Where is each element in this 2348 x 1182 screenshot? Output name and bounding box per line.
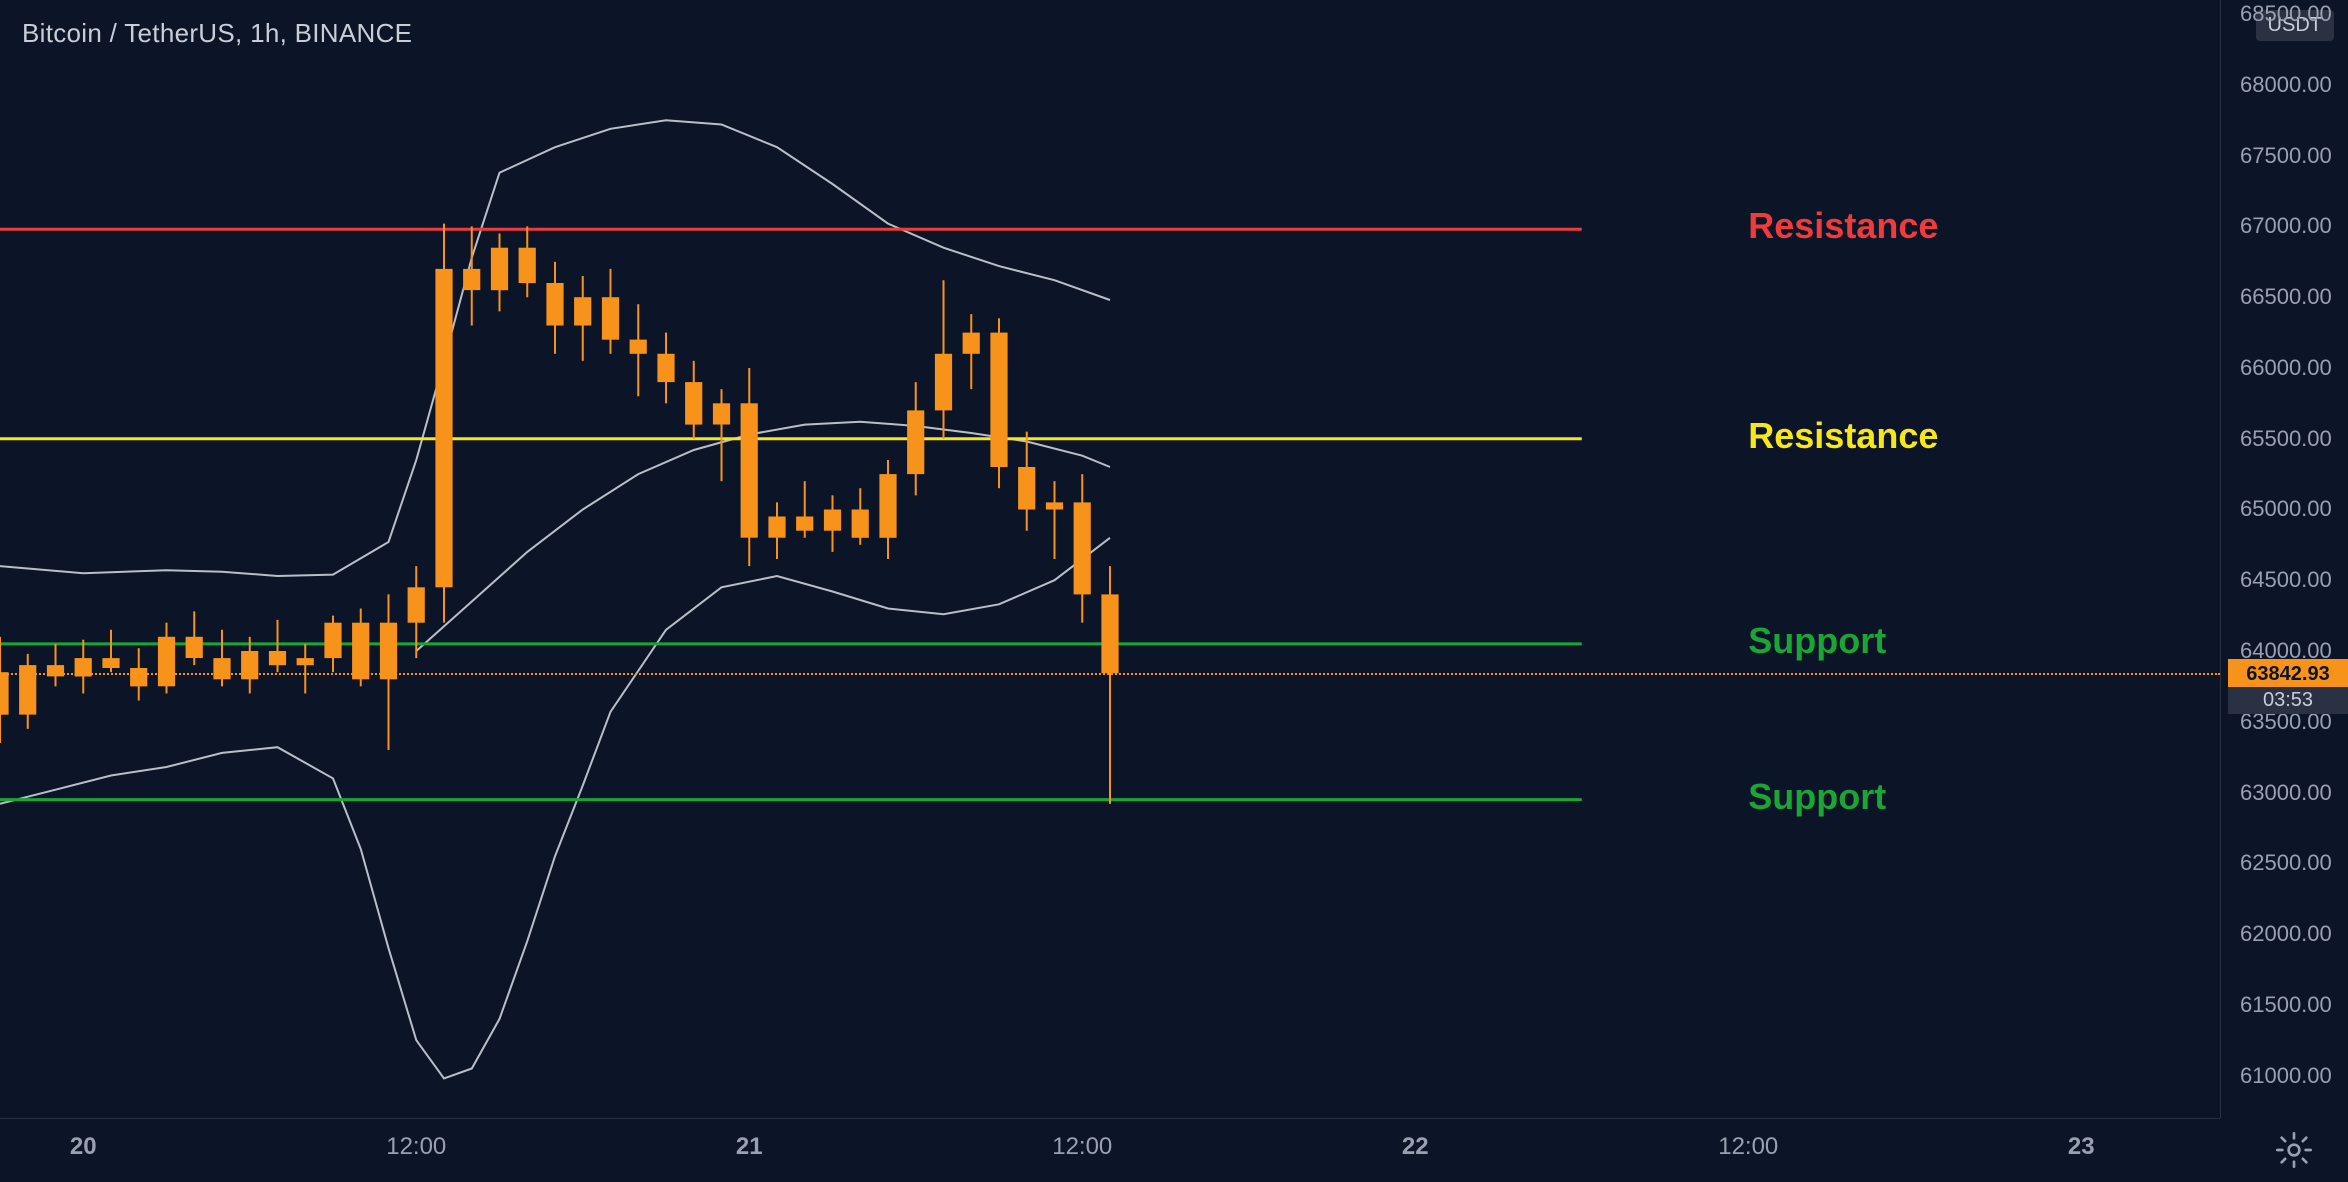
candle-body[interactable] [0,672,9,715]
candle-body[interactable] [546,283,563,326]
candle-body[interactable] [796,517,813,531]
price-tick: 62500.00 [2230,850,2348,876]
candle-body[interactable] [990,333,1007,467]
time-axis[interactable]: 20 12:00 21 12:00 22 12:00 23 [0,1118,2220,1182]
candle-body[interactable] [408,587,425,622]
countdown-tag: 03:53 [2228,687,2348,714]
time-tick: 22 [1402,1133,1429,1161]
candle-body[interactable] [879,474,896,538]
candle-body[interactable] [963,333,980,354]
candle-body[interactable] [1074,502,1091,594]
candle-body[interactable] [491,248,508,291]
price-tick: 61000.00 [2230,1063,2348,1089]
price-tick: 67500.00 [2230,143,2348,169]
candle-body[interactable] [380,623,397,680]
candle-body[interactable] [297,658,314,665]
current-price-line [0,673,2220,675]
resistance-label: Resistance [1748,205,1938,247]
candle-body[interactable] [324,623,341,658]
price-tick: 68000.00 [2230,72,2348,98]
price-tick: 67000.00 [2230,213,2348,239]
candle-body[interactable] [768,517,785,538]
price-axis[interactable]: USDT 68500.0068000.0067500.0067000.00665… [2220,0,2348,1118]
price-tick: 65500.00 [2230,426,2348,452]
axis-settings-icon[interactable] [2270,1130,2318,1170]
time-tick: 12:00 [386,1133,446,1161]
chart-root: Bitcoin / TetherUS, 1h, BINANCE Resistan… [0,0,2348,1182]
price-tick: 66500.00 [2230,284,2348,310]
time-tick: 12:00 [1718,1133,1778,1161]
candle-body[interactable] [657,354,674,382]
candle-body[interactable] [1101,594,1118,673]
price-tick: 62000.00 [2230,921,2348,947]
candle-body[interactable] [102,658,119,668]
price-tick: 65000.00 [2230,496,2348,522]
time-tick: 21 [736,1133,763,1161]
candle-body[interactable] [713,403,730,424]
candle-body[interactable] [269,651,286,665]
candle-body[interactable] [186,637,203,658]
candle-body[interactable] [741,403,758,537]
candle-body[interactable] [824,510,841,531]
candle-body[interactable] [463,269,480,290]
candle-body[interactable] [630,340,647,354]
candle-body[interactable] [1046,502,1063,509]
candle-body[interactable] [130,668,147,686]
bollinger-lower [0,538,1110,1079]
price-tick: 63000.00 [2230,780,2348,806]
price-tick: 64500.00 [2230,567,2348,593]
support-label: Support [1748,620,1886,662]
candle-body[interactable] [574,297,591,325]
resistance-label: Resistance [1748,415,1938,457]
candle-body[interactable] [213,658,230,679]
plot-svg [0,0,2220,1118]
candle-body[interactable] [352,623,369,680]
price-tick: 66000.00 [2230,355,2348,381]
candle-body[interactable] [435,269,452,587]
plot-area[interactable]: Resistance Resistance Support Support [0,0,2220,1118]
support-label: Support [1748,776,1886,818]
current-price-tag: 63842.93 [2228,659,2348,690]
candle-body[interactable] [935,354,952,411]
candle-body[interactable] [158,637,175,687]
candle-body[interactable] [685,382,702,425]
candle-body[interactable] [602,297,619,340]
candle-body[interactable] [519,248,536,283]
candle-body[interactable] [852,510,869,538]
time-tick: 23 [2068,1133,2095,1161]
price-tick: 68500.00 [2230,1,2348,27]
price-tick: 61500.00 [2230,992,2348,1018]
candle-body[interactable] [1018,467,1035,510]
time-tick: 20 [70,1133,97,1161]
time-tick: 12:00 [1052,1133,1112,1161]
candle-body[interactable] [907,410,924,474]
